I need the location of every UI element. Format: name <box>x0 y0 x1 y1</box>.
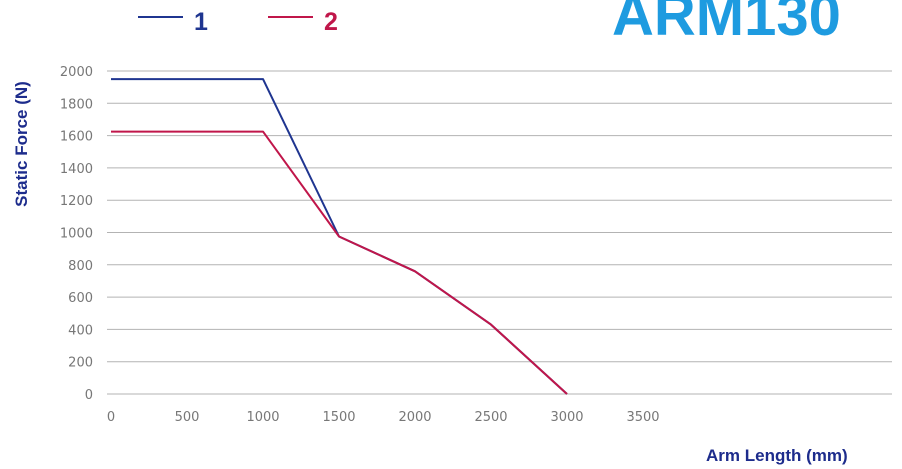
y-tick-label: 1200 <box>60 194 93 209</box>
y-tick-label: 800 <box>68 259 93 274</box>
y-axis-title: Static Force (N) <box>12 81 31 207</box>
x-tick-label: 1000 <box>246 410 279 425</box>
y-tick-label: 1000 <box>60 227 93 242</box>
y-tick-label: 0 <box>85 388 93 403</box>
y-tick-label: 1600 <box>60 130 93 145</box>
y-tick-label: 400 <box>68 323 93 338</box>
legend-label-1: 1 <box>194 8 208 36</box>
y-tick-label: 600 <box>68 291 93 306</box>
x-tick-label: 3000 <box>550 410 583 425</box>
x-tick-label: 500 <box>175 410 200 425</box>
series-lines <box>111 78 568 395</box>
series-line-2 <box>111 130 568 395</box>
x-tick-label: 2500 <box>474 410 507 425</box>
legend-label-2: 2 <box>324 8 338 36</box>
y-axis-ticks: 0 200 400 600 800 1000 1200 1400 1600 1800 2000 <box>60 65 93 403</box>
y-tick-label: 2000 <box>60 65 93 80</box>
x-tick-label: 3500 <box>626 410 659 425</box>
chart-title: ARM130 <box>612 0 841 48</box>
y-tick-label: 1800 <box>60 97 93 112</box>
x-tick-label: 2000 <box>398 410 431 425</box>
x-tick-label: 0 <box>107 410 115 425</box>
y-tick-label: 200 <box>68 356 93 371</box>
x-axis-title: Arm Length (mm) <box>706 446 848 465</box>
y-tick-label: 1400 <box>60 162 93 177</box>
x-axis-ticks: 0 500 1000 1500 2000 2500 3000 3500 <box>107 410 660 425</box>
grid-lines <box>107 70 892 395</box>
x-tick-label: 1500 <box>322 410 355 425</box>
